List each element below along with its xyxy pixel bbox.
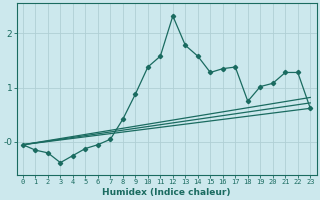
X-axis label: Humidex (Indice chaleur): Humidex (Indice chaleur) (102, 188, 231, 197)
